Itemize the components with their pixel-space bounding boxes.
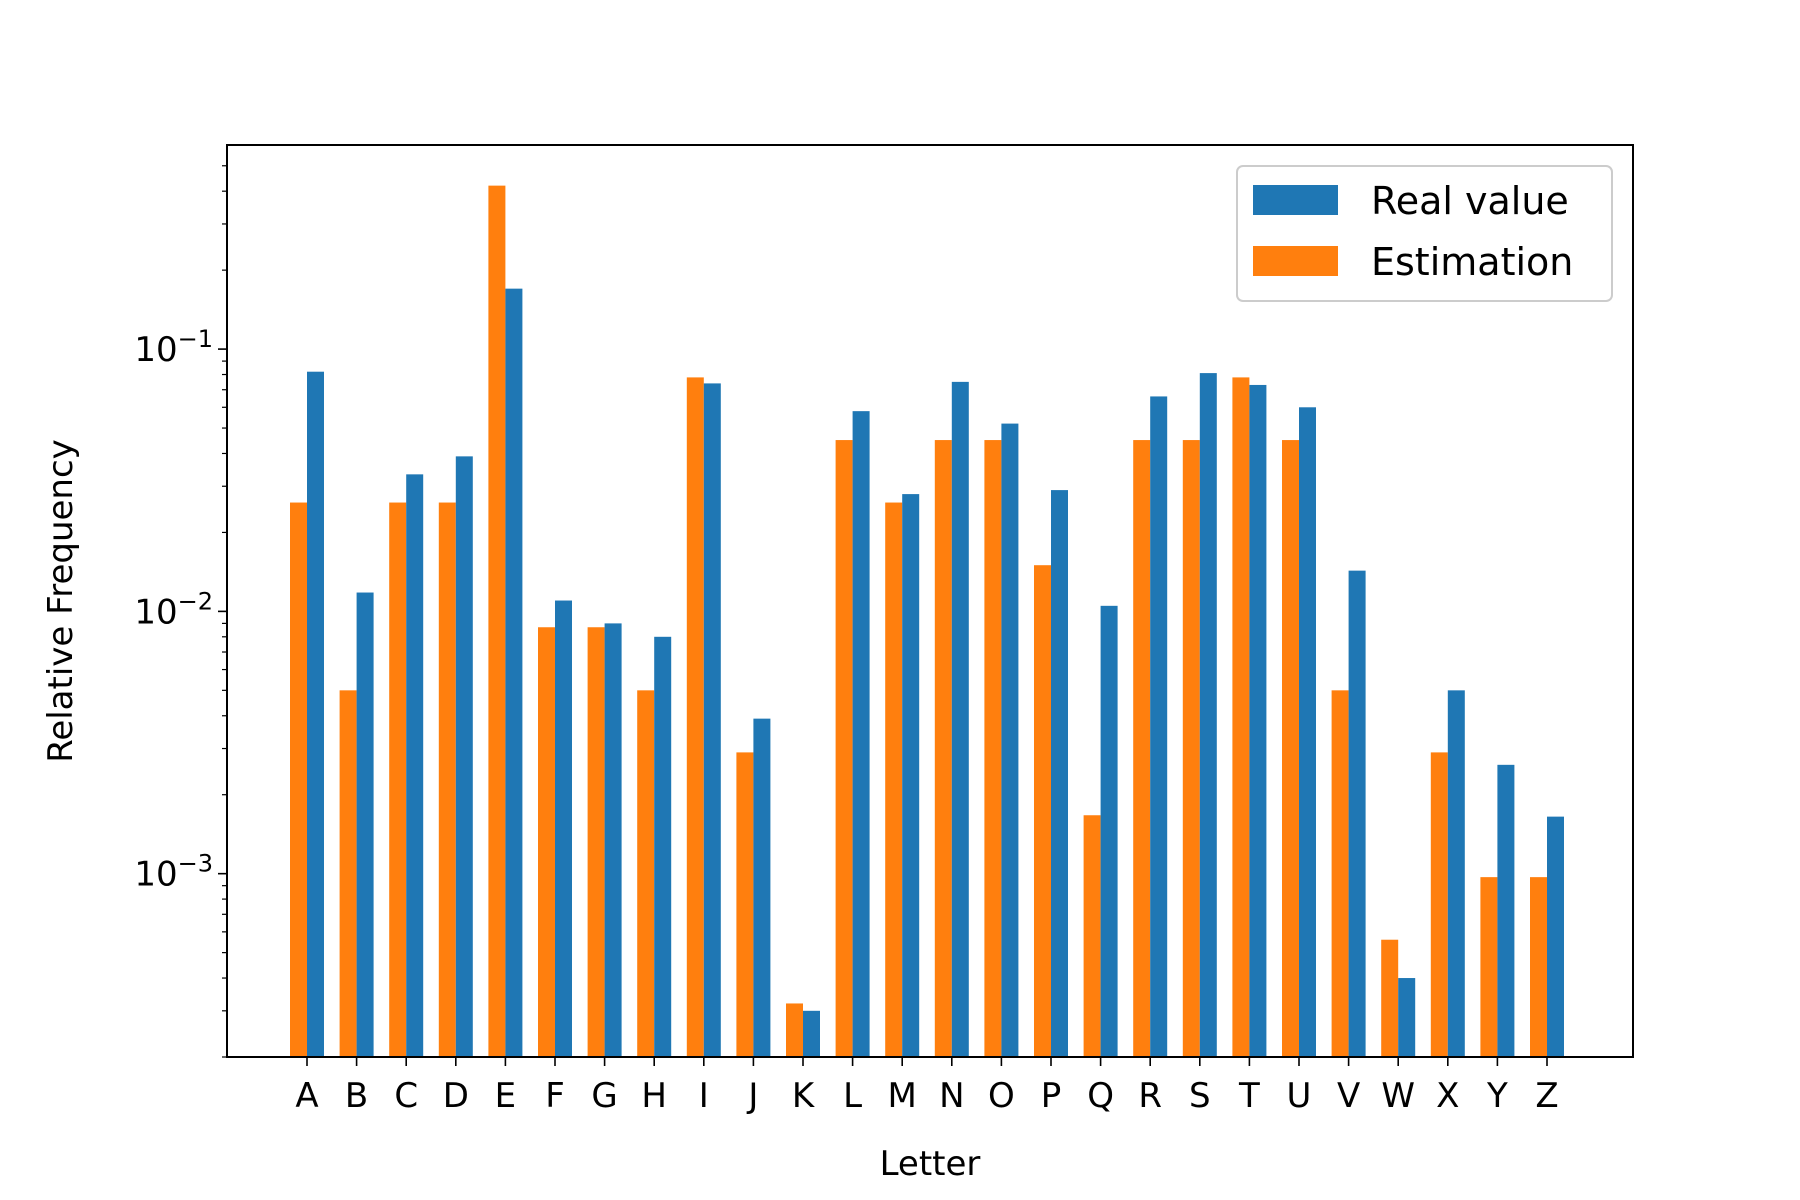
x-axis-label: Letter [880, 1144, 981, 1184]
x-tick-label-B: B [345, 1076, 368, 1116]
bar-estimation-R [1133, 440, 1151, 1057]
y-tick-label: 10−1 [134, 325, 213, 370]
bar-real-value-B [356, 592, 374, 1057]
y-tick-label: 10−2 [134, 587, 213, 632]
bar-estimation-M [885, 502, 903, 1057]
x-tick-label-W: W [1381, 1076, 1415, 1116]
bar-estimation-B [339, 690, 357, 1057]
x-tick-label-J: J [746, 1076, 758, 1116]
x-tick-label-Z: Z [1535, 1076, 1558, 1116]
x-tick-label-K: K [792, 1076, 816, 1116]
bar-real-value-D [455, 456, 473, 1057]
x-tick-label-E: E [495, 1076, 516, 1116]
bar-real-value-T [1249, 384, 1267, 1057]
bar-real-value-K [803, 1010, 820, 1057]
bar-real-value-G [604, 623, 622, 1057]
bar-estimation-P [1034, 565, 1051, 1057]
legend-label-real-value: Real value [1371, 179, 1569, 223]
bar-estimation-A [290, 502, 307, 1057]
bar-real-value-F [555, 600, 572, 1057]
bar-estimation-I [686, 377, 704, 1057]
bar-real-value-E [505, 288, 523, 1057]
bar-real-value-L [852, 411, 870, 1057]
bar-estimation-W [1381, 939, 1399, 1057]
bar-estimation-V [1331, 690, 1349, 1057]
bar-estimation-U [1282, 440, 1299, 1057]
bar-real-value-V [1348, 570, 1366, 1057]
x-tick-label-Q: Q [1087, 1076, 1114, 1116]
bar-real-value-N [951, 381, 969, 1057]
bar-estimation-S [1182, 440, 1200, 1057]
bar-real-value-X [1447, 690, 1465, 1057]
bar-estimation-E [488, 185, 506, 1057]
bar-real-value-M [902, 494, 920, 1058]
bar-real-value-I [703, 383, 721, 1057]
legend-label-estimation: Estimation [1371, 240, 1573, 284]
bar-real-value-U [1299, 407, 1316, 1057]
bar-estimation-K [786, 1003, 803, 1057]
bar-real-value-P [1051, 490, 1068, 1058]
legend-swatch-real-value [1253, 185, 1338, 215]
x-tick-label-N: N [939, 1076, 964, 1116]
bar-estimation-O [984, 440, 1002, 1057]
y-axis-label: Relative Frequency [41, 439, 81, 763]
bar-estimation-T [1232, 377, 1250, 1057]
bar-real-value-S [1199, 373, 1217, 1058]
x-tick-label-Y: Y [1486, 1076, 1508, 1116]
bar-real-value-Q [1100, 605, 1118, 1057]
y-axis-ticks: 10−1 10−2 10−3 [134, 165, 227, 1058]
x-tick-label-L: L [843, 1076, 862, 1116]
bar-real-value-Z [1547, 816, 1564, 1057]
bar-real-value-W [1398, 978, 1416, 1057]
x-tick-label-P: P [1041, 1076, 1062, 1116]
x-tick-label-H: H [641, 1076, 667, 1116]
x-tick-label-U: U [1287, 1076, 1312, 1116]
legend-swatch-estimation [1253, 246, 1338, 276]
bar-estimation-F [538, 627, 555, 1057]
x-tick-label-R: R [1138, 1076, 1162, 1116]
bar-estimation-N [934, 440, 952, 1057]
bar-estimation-D [438, 502, 456, 1057]
bar-estimation-H [637, 690, 655, 1057]
x-tick-label-T: T [1238, 1076, 1260, 1116]
bar-real-value-A [307, 371, 324, 1057]
bar-estimation-X [1430, 752, 1448, 1057]
x-tick-label-X: X [1436, 1076, 1459, 1116]
bar-real-value-R [1150, 396, 1168, 1057]
y-tick-label: 10−3 [134, 850, 213, 895]
bar-real-value-O [1001, 423, 1019, 1058]
legend: Real value Estimation [1236, 165, 1613, 302]
x-tick-label-V: V [1337, 1076, 1360, 1116]
bar-estimation-Z [1530, 877, 1547, 1057]
plot-area-frame [226, 144, 1634, 1058]
bar-real-value-Y [1497, 764, 1515, 1057]
bar-estimation-J [736, 752, 754, 1057]
x-tick-label-D: D [443, 1076, 469, 1116]
bars-layer [290, 185, 1564, 1058]
x-tick-label-O: O [988, 1076, 1015, 1116]
x-tick-label-S: S [1189, 1076, 1211, 1116]
x-tick-label-C: C [394, 1076, 418, 1116]
bar-real-value-C [406, 474, 424, 1058]
x-tick-label-F: F [545, 1076, 565, 1116]
bar-real-value-H [654, 636, 672, 1057]
x-tick-label-A: A [295, 1076, 318, 1116]
bar-estimation-L [835, 440, 853, 1057]
x-tick-label-M: M [888, 1076, 917, 1116]
bar-estimation-G [587, 627, 605, 1057]
x-tick-label-I: I [699, 1076, 709, 1116]
bar-estimation-Q [1083, 815, 1101, 1057]
x-tick-label-G: G [591, 1076, 617, 1116]
bar-estimation-C [389, 502, 407, 1057]
bar-real-value-J [753, 718, 771, 1057]
bar-estimation-Y [1480, 877, 1498, 1057]
